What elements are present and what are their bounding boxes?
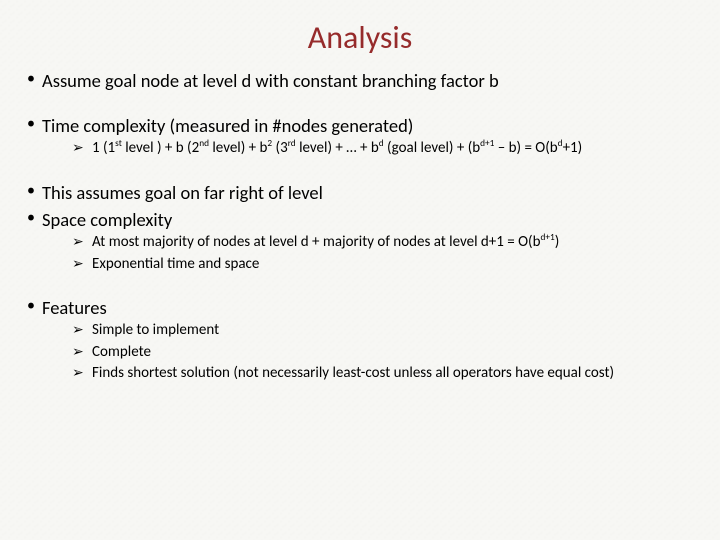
bullet-5-text: Features — [42, 296, 107, 319]
b2s1-f: (goal level) + (b — [384, 139, 481, 157]
bullet-3: This assumes goal on far right of level — [24, 181, 696, 204]
b4s1-sup: d+1 — [541, 232, 555, 243]
bullet-4-sub-1: At most majority of nodes at level d + m… — [72, 233, 696, 253]
spacer — [24, 163, 696, 181]
b5s3-text: Finds shortest solution (not necessarily… — [92, 364, 614, 382]
bullet-5: Features Simple to implement Complete Fi… — [24, 296, 696, 384]
bullet-2: Time complexity (measured in #nodes gene… — [24, 114, 696, 159]
b2s1-g: – b) = O(b — [494, 139, 557, 157]
b2s1-sup4: rd — [288, 138, 296, 149]
spacer — [24, 96, 696, 114]
b2s1-sup1: st — [115, 138, 122, 149]
bullet-1-text: Assume goal node at level d with constan… — [42, 69, 499, 92]
b2s1-sup6: d+1 — [480, 138, 494, 149]
bullet-2-sublist: 1 (1st level ) + b (2nd level) + b2 (3rd… — [72, 139, 696, 159]
bullet-list: Assume goal node at level d with constan… — [24, 69, 696, 92]
slide-title: Analysis — [24, 18, 696, 57]
bullet-list-2: Time complexity (measured in #nodes gene… — [24, 114, 696, 159]
b5s2-text: Complete — [92, 343, 151, 361]
b4s2-text: Exponential time and space — [92, 255, 259, 273]
bullet-4-text: Space complexity — [42, 208, 172, 231]
bullet-list-4: Features Simple to implement Complete Fi… — [24, 296, 696, 384]
b4s1-a: At most majority of nodes at level d + m… — [92, 233, 541, 251]
b2s1-d: (3 — [272, 139, 288, 157]
bullet-5-sublist: Simple to implement Complete Finds short… — [72, 321, 696, 384]
bullet-4: Space complexity At most majority of nod… — [24, 208, 696, 274]
b2s1-h: +1) — [563, 139, 583, 157]
bullet-list-3: This assumes goal on far right of level … — [24, 181, 696, 274]
spacer — [24, 278, 696, 296]
bullet-2-sub-1: 1 (1st level ) + b (2nd level) + b2 (3rd… — [72, 139, 696, 159]
b2s1-sup2: nd — [199, 138, 209, 149]
b4s1-b: ) — [555, 233, 560, 251]
bullet-5-sub-2: Complete — [72, 343, 696, 363]
bullet-4-sublist: At most majority of nodes at level d + m… — [72, 233, 696, 274]
bullet-5-sub-3: Finds shortest solution (not necessarily… — [72, 364, 696, 384]
bullet-2-text: Time complexity (measured in #nodes gene… — [42, 114, 413, 137]
bullet-1: Assume goal node at level d with constan… — [24, 69, 696, 92]
b5s1-text: Simple to implement — [92, 321, 219, 339]
b2s1-a: 1 (1 — [92, 139, 115, 157]
b2s1-b: level ) + b (2 — [122, 139, 199, 157]
slide: Analysis Assume goal node at level d wit… — [0, 0, 720, 540]
b2s1-e: level) + … + b — [296, 139, 379, 157]
bullet-5-sub-1: Simple to implement — [72, 321, 696, 341]
bullet-3-text: This assumes goal on far right of level — [42, 181, 323, 204]
b2s1-c: level) + b — [209, 139, 267, 157]
bullet-4-sub-2: Exponential time and space — [72, 255, 696, 275]
